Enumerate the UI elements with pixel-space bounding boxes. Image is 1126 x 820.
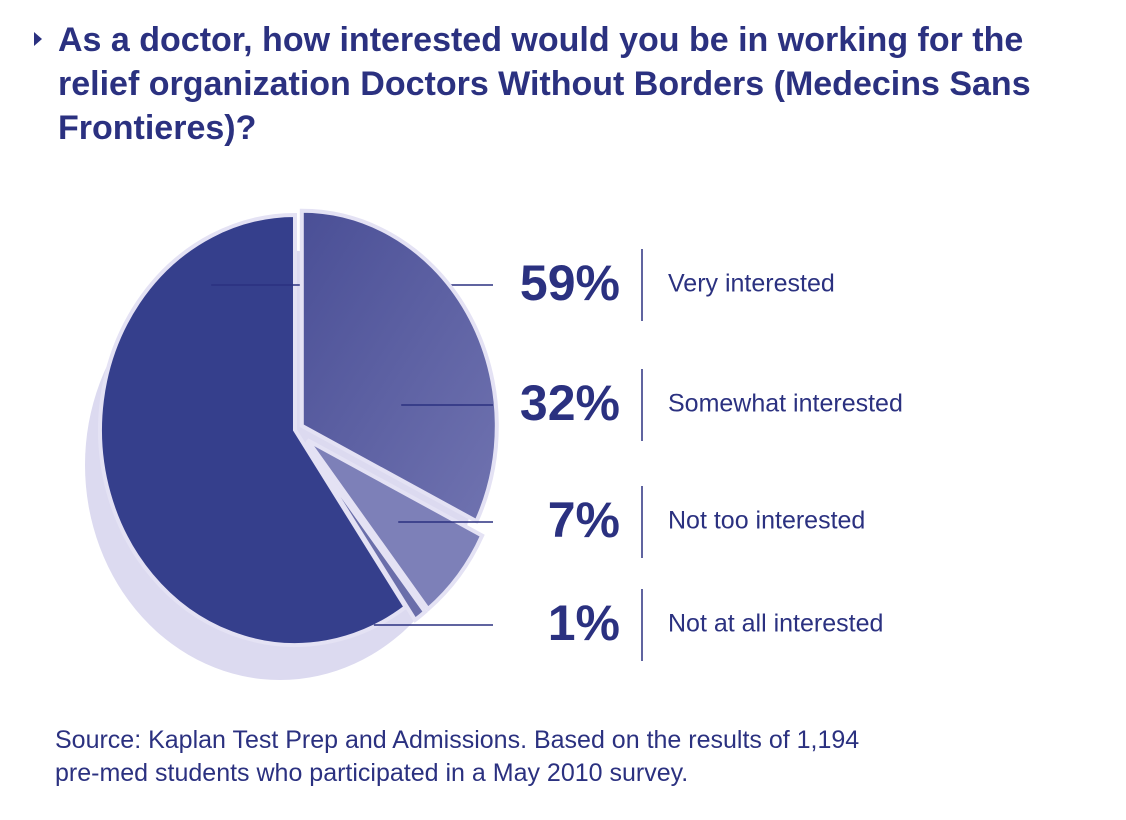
pie-slice [302,441,428,623]
source-note: Source: Kaplan Test Prep and Admissions.… [55,726,860,787]
value-label: 59% [520,255,620,311]
legend-label: Very interested [668,270,835,298]
bullet-arrow [34,32,42,46]
pie-slice [98,212,409,647]
value-label: 7% [548,492,620,548]
legend-label: Somewhat interested [668,390,903,418]
pie-slice [305,438,485,613]
legend-label: Not at all interested [668,610,883,638]
pie-slice [299,208,499,525]
value-label: 32% [520,375,620,431]
legend-label: Not too interested [668,507,865,535]
value-label: 1% [548,595,620,651]
chart-title: As a doctor, how interested would you be… [58,21,1031,147]
